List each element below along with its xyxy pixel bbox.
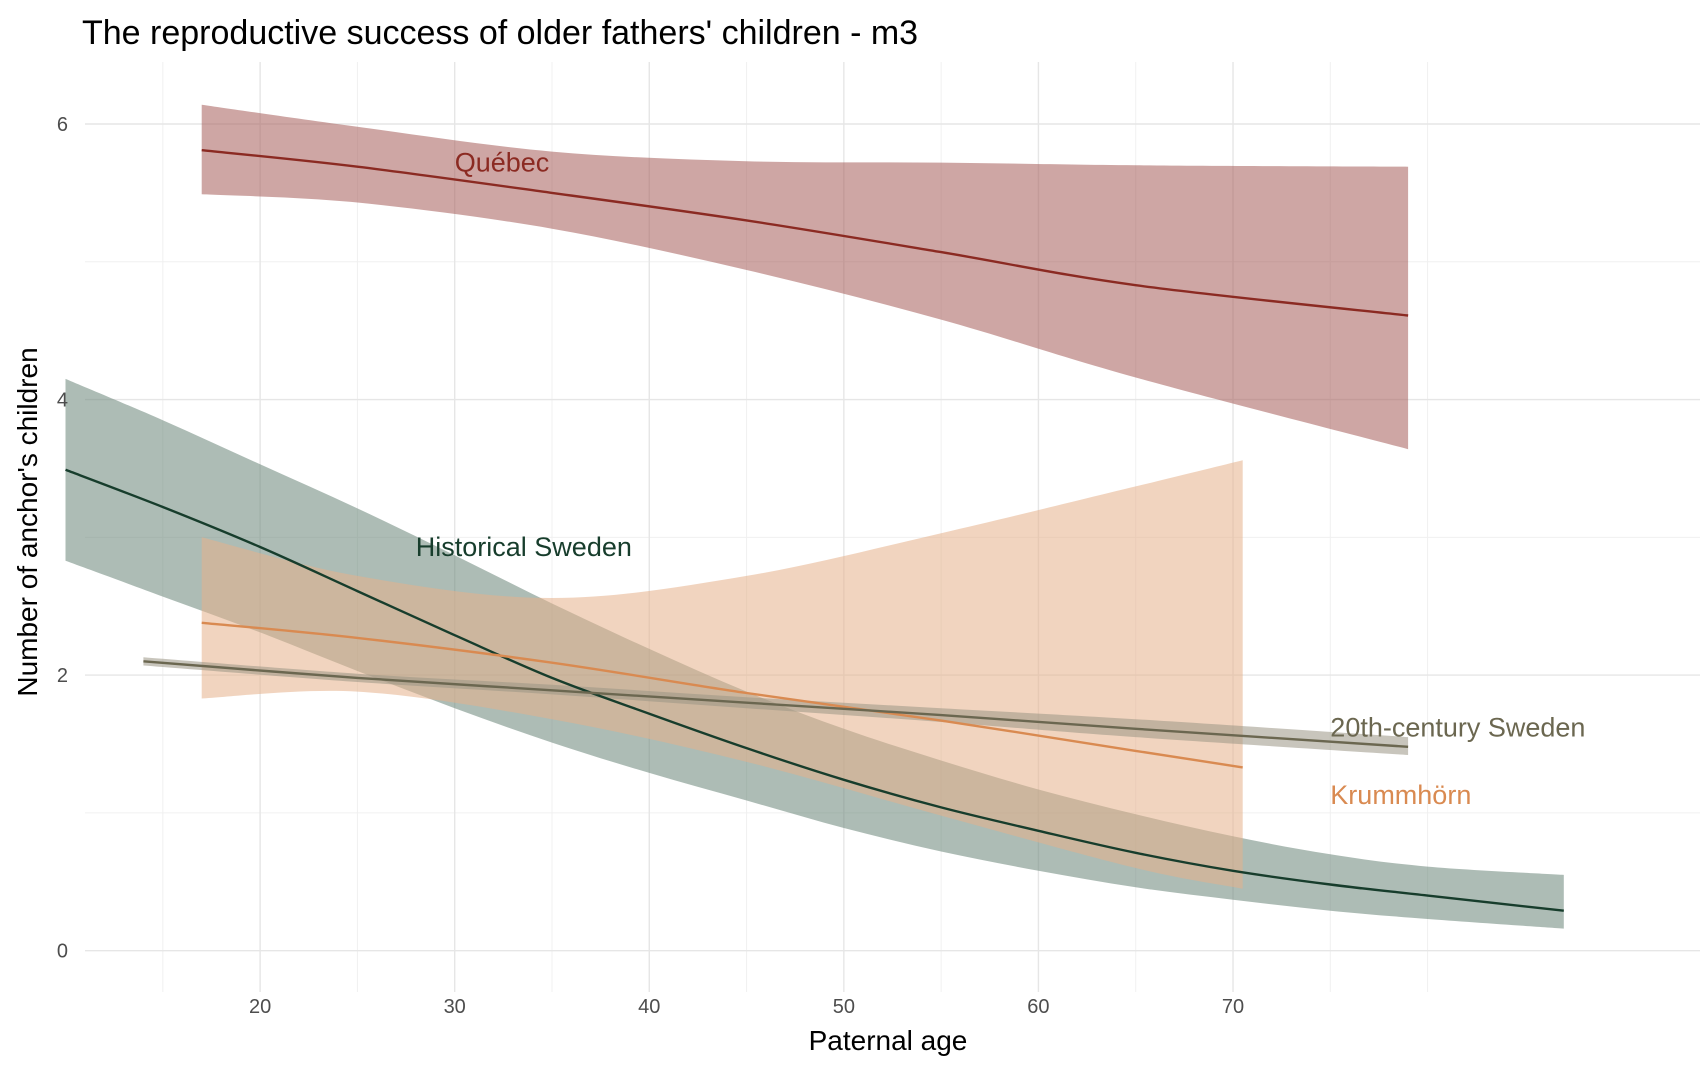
- y-tick-label: 2: [57, 665, 68, 687]
- chart-title: The reproductive success of older father…: [82, 14, 918, 52]
- confidence-bands: [65, 104, 1564, 929]
- series-labels: Québec Historical Sweden Krummhörn 20th-cen…: [416, 148, 1586, 810]
- x-tick-label: 50: [833, 996, 855, 1018]
- x-axis-title: Paternal age: [809, 1025, 968, 1056]
- y-axis-title: Number of anchor's children: [12, 347, 43, 696]
- x-tick-label: 60: [1027, 996, 1049, 1018]
- tick-labels: 20 30 40 50 60 70 0 2 4 6: [57, 114, 1244, 1018]
- krummhorn-confidence-band: [201, 460, 1243, 889]
- y-tick-label: 6: [57, 114, 68, 136]
- 20th-century-sweden-line: [143, 660, 1409, 748]
- x-tick-label: 70: [1222, 996, 1244, 1018]
- krummhorn-line: [201, 621, 1243, 769]
- x-tick-label: 40: [638, 996, 660, 1018]
- quebec-line: [201, 149, 1409, 317]
- y-tick-label: 4: [57, 390, 68, 412]
- quebec-confidence-band: [201, 104, 1409, 450]
- historical-sweden-line: [65, 468, 1564, 912]
- historical-sweden-label: Historical Sweden: [416, 532, 632, 562]
- series-lines: [65, 149, 1564, 912]
- 20th-century-sweden-confidence-band: [143, 657, 1409, 755]
- x-tick-label: 20: [249, 996, 271, 1018]
- 20th-century-sweden-label: 20th-century Sweden: [1330, 712, 1585, 742]
- y-tick-label: 0: [57, 941, 68, 963]
- krummhorn-label: Krummhörn: [1330, 780, 1471, 810]
- quebec-label: Québec: [455, 148, 550, 178]
- x-tick-label: 30: [444, 996, 466, 1018]
